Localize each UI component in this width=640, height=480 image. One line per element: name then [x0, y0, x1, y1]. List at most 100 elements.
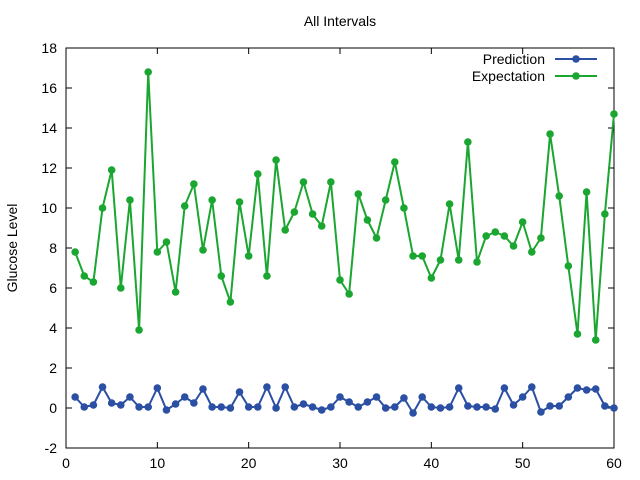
- expectation-point: [445, 200, 454, 208]
- prediction-point: [327, 403, 335, 411]
- prediction-point: [80, 403, 89, 411]
- prediction-point: [473, 403, 481, 411]
- expectation-point: [473, 258, 481, 266]
- y-tick-label: 14: [41, 120, 57, 136]
- prediction-point: [445, 403, 454, 411]
- prediction-point: [299, 400, 308, 408]
- prediction-point: [180, 393, 189, 401]
- prediction-point: [272, 404, 280, 412]
- prediction-point: [454, 384, 463, 392]
- y-tick-label: 2: [49, 360, 57, 376]
- prediction-point: [162, 406, 171, 414]
- legend-entry-expectation: Expectation: [472, 68, 597, 84]
- expectation-point: [582, 188, 591, 196]
- expectation-point: [491, 228, 500, 236]
- expectation-point: [208, 196, 216, 204]
- legend-label-prediction: Prediction: [483, 51, 545, 67]
- expectation-point: [354, 190, 363, 198]
- expectation-point: [546, 130, 554, 138]
- prediction-point: [171, 400, 180, 408]
- prediction-point: [263, 383, 271, 391]
- x-tick-label: 0: [62, 455, 70, 471]
- prediction-point: [208, 403, 216, 411]
- expectation-point: [400, 204, 408, 212]
- expectation-point: [500, 232, 509, 240]
- expectation-point: [135, 326, 143, 334]
- expectation-point: [117, 284, 125, 292]
- prediction-point: [135, 403, 143, 411]
- prediction-point: [518, 393, 527, 401]
- y-tick-label: 0: [49, 400, 57, 416]
- x-tick-label: 40: [424, 455, 440, 471]
- expectation-point: [363, 216, 372, 224]
- prediction-point: [555, 402, 563, 410]
- series-expectation: [71, 68, 618, 344]
- expectation-point: [89, 278, 98, 286]
- prediction-point: [500, 384, 509, 392]
- legend-label-expectation: Expectation: [472, 68, 545, 84]
- expectation-point: [564, 262, 573, 270]
- expectation-point: [391, 158, 399, 166]
- x-tick-label: 60: [606, 455, 622, 471]
- expectation-point: [126, 196, 134, 204]
- prediction-point: [217, 403, 226, 411]
- prediction-point: [482, 403, 490, 411]
- expectation-point: [537, 234, 545, 242]
- prediction-point: [400, 394, 408, 402]
- y-tick-label: 16: [41, 80, 57, 96]
- expectation-point: [427, 274, 436, 282]
- prediction-point: [98, 383, 107, 391]
- expectation-point: [308, 210, 317, 218]
- expectation-point: [482, 232, 490, 240]
- prediction-point: [582, 386, 591, 394]
- x-tick-label: 50: [515, 455, 531, 471]
- expectation-point: [464, 138, 472, 146]
- expectation-point: [244, 252, 253, 260]
- x-tick-label: 30: [332, 455, 348, 471]
- expectation-point: [80, 272, 89, 280]
- y-tick-label: 12: [41, 160, 57, 176]
- prediction-point: [591, 385, 600, 393]
- expectation-point: [217, 272, 226, 280]
- prediction-point: [354, 403, 363, 411]
- x-tick-label: 10: [150, 455, 166, 471]
- expectation-point: [144, 68, 152, 76]
- expectation-point: [190, 180, 198, 188]
- prediction-point: [71, 393, 79, 401]
- prediction-point: [436, 404, 445, 412]
- expectation-point: [591, 336, 600, 344]
- expectation-point: [272, 156, 280, 164]
- prediction-point: [308, 403, 317, 411]
- prediction-point: [573, 384, 582, 392]
- prediction-point: [235, 388, 244, 396]
- expectation-point: [372, 234, 381, 242]
- series-prediction: [71, 383, 618, 417]
- expectation-point: [409, 252, 417, 260]
- legend-marker-expectation: [572, 72, 580, 80]
- expectation-point: [381, 196, 390, 204]
- expectation-point: [601, 210, 609, 218]
- prediction-point: [546, 402, 554, 410]
- prediction-point: [199, 385, 207, 393]
- expectation-point: [418, 252, 427, 260]
- prediction-point: [253, 403, 262, 411]
- y-axis-label: Glucose Level: [4, 204, 20, 293]
- expectation-point: [436, 256, 445, 264]
- prediction-point: [363, 398, 372, 406]
- expectation-point: [107, 166, 116, 174]
- prediction-point: [244, 403, 253, 411]
- expectation-point: [71, 248, 79, 256]
- y-tick-label: 6: [49, 280, 57, 296]
- expectation-point: [281, 226, 290, 234]
- expectation-point: [299, 178, 308, 186]
- prediction-point: [427, 403, 436, 411]
- prediction-point: [491, 405, 500, 413]
- prediction-point: [226, 404, 235, 412]
- prediction-point: [509, 401, 518, 409]
- prediction-point: [601, 402, 609, 410]
- expectation-point: [336, 276, 344, 284]
- prediction-point: [117, 401, 125, 409]
- expectation-point: [290, 208, 299, 216]
- expectation-point: [555, 192, 563, 200]
